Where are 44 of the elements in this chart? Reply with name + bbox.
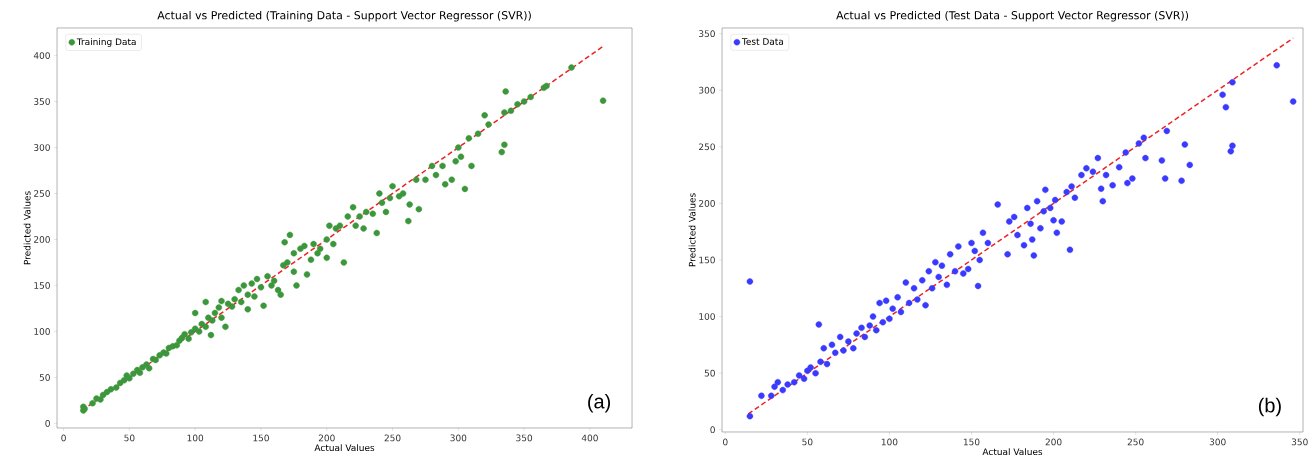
x-tick-label: 150 xyxy=(963,438,980,446)
y-tick-label: 100 xyxy=(34,328,50,335)
y-tick-label: 150 xyxy=(34,282,50,289)
x-tick-label: 200 xyxy=(1045,438,1062,446)
y-tick-label: 200 xyxy=(34,236,50,243)
x-tick-label: 0 xyxy=(723,438,728,446)
x-axis-title: Actual Values xyxy=(314,444,375,452)
y-tick-label: 0 xyxy=(45,419,50,427)
legend-label: Training Data xyxy=(76,38,136,47)
x-axis-title: Actual Values xyxy=(982,448,1043,456)
legend-label: Test Data xyxy=(741,38,784,45)
y-tick-label: 150 xyxy=(699,256,715,264)
x-tick-label: 100 xyxy=(881,438,898,446)
x-tick-label: 150 xyxy=(253,434,269,442)
annotation: (a) xyxy=(588,393,611,413)
y-tick-label: 300 xyxy=(699,86,715,94)
x-tick-label: 300 xyxy=(1209,438,1226,446)
y-tick-label: 300 xyxy=(34,144,50,151)
x-tick-label: 50 xyxy=(802,438,813,446)
y-tick-label: 350 xyxy=(699,30,715,38)
chart-title: Actual vs Predicted (Test Data - Support Vector Regressor (SVR)) xyxy=(836,10,1189,22)
y-tick-label: 0 xyxy=(710,426,715,434)
x-tick-label: 300 xyxy=(450,434,467,442)
y-tick-label: 200 xyxy=(699,200,715,207)
y-tick-label: 250 xyxy=(699,143,715,151)
y-tick-label: 350 xyxy=(34,98,50,105)
y-tick-label: 250 xyxy=(34,190,50,197)
y-tick-label: 50 xyxy=(704,369,715,377)
x-tick-label: 400 xyxy=(581,434,598,442)
y-axis-title: Predicted Values xyxy=(23,191,31,265)
x-tick-label: 50 xyxy=(124,434,135,442)
y-tick-label: 50 xyxy=(39,374,50,381)
chart-title: Actual vs Predicted (Training Data - Support Vector Regressor (SVR)) xyxy=(157,10,531,22)
y-axis-title: Predicted Values xyxy=(688,193,696,267)
x-tick-label: 100 xyxy=(187,434,204,442)
x-tick-label: 250 xyxy=(384,434,401,442)
x-tick-label: 350 xyxy=(1291,438,1308,446)
y-tick-label: 400 xyxy=(33,52,50,59)
x-tick-label: 350 xyxy=(516,434,533,442)
x-tick-label: 200 xyxy=(318,434,335,442)
x-tick-label: 0 xyxy=(61,434,66,442)
x-tick-label: 250 xyxy=(1127,438,1144,446)
annotation: (b) xyxy=(1258,397,1281,417)
y-tick-label: 100 xyxy=(699,313,715,320)
